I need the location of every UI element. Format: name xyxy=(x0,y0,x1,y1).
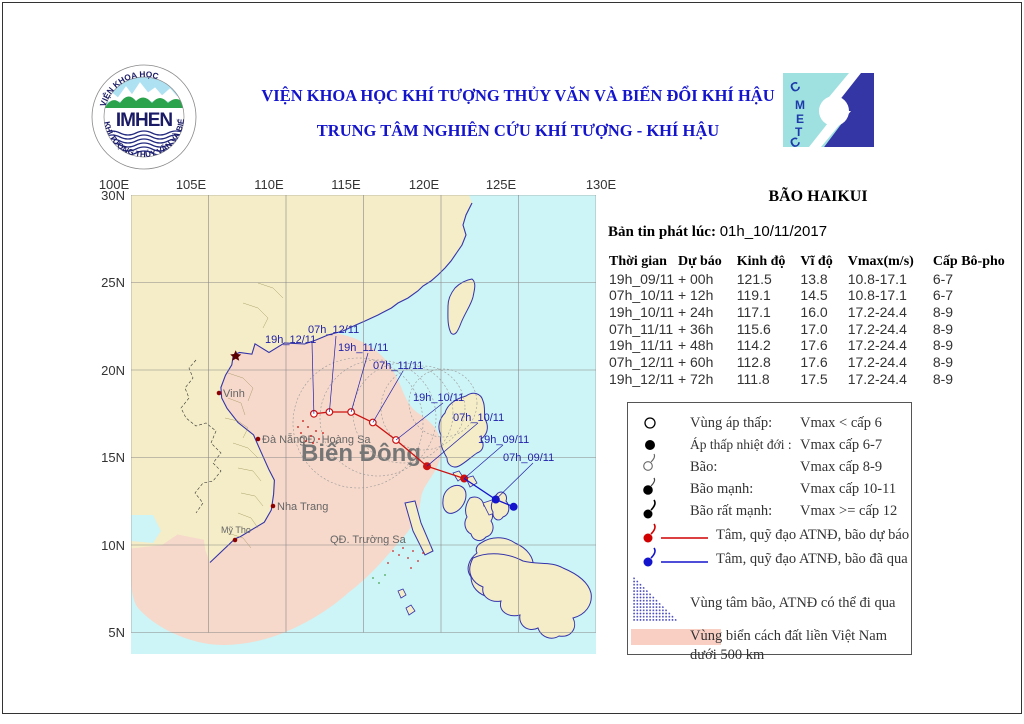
svg-text:30N: 30N xyxy=(101,188,125,203)
svg-text:20N: 20N xyxy=(101,363,125,378)
svg-text:QĐ. Trường Sa: QĐ. Trường Sa xyxy=(330,534,407,546)
svg-text:QĐ. Hoàng Sa: QĐ. Hoàng Sa xyxy=(299,434,371,446)
svg-text:Mỹ Tho: Mỹ Tho xyxy=(221,525,251,535)
svg-text:115E: 115E xyxy=(331,177,361,192)
svg-text:105E: 105E xyxy=(176,177,207,192)
svg-text:07h_11/11: 07h_11/11 xyxy=(373,360,423,372)
svg-text:125E: 125E xyxy=(486,177,517,192)
svg-text:19h_10/11: 19h_10/11 xyxy=(413,392,464,404)
svg-text:07h_10/11: 07h_10/11 xyxy=(453,412,504,424)
svg-text:5N: 5N xyxy=(108,625,125,640)
svg-text:Vinh: Vinh xyxy=(223,388,245,400)
svg-text:07h_09/11: 07h_09/11 xyxy=(503,452,554,464)
svg-text:110E: 110E xyxy=(254,177,284,192)
svg-text:19h_09/11: 19h_09/11 xyxy=(478,434,529,446)
svg-text:25N: 25N xyxy=(101,275,125,290)
svg-text:19h_11/11: 19h_11/11 xyxy=(338,342,388,354)
svg-text:07h_12/11: 07h_12/11 xyxy=(308,324,359,336)
svg-text:15N: 15N xyxy=(101,450,125,465)
svg-text:120E: 120E xyxy=(409,177,440,192)
svg-text:Nha Trang: Nha Trang xyxy=(277,501,328,513)
svg-text:10N: 10N xyxy=(101,538,125,553)
